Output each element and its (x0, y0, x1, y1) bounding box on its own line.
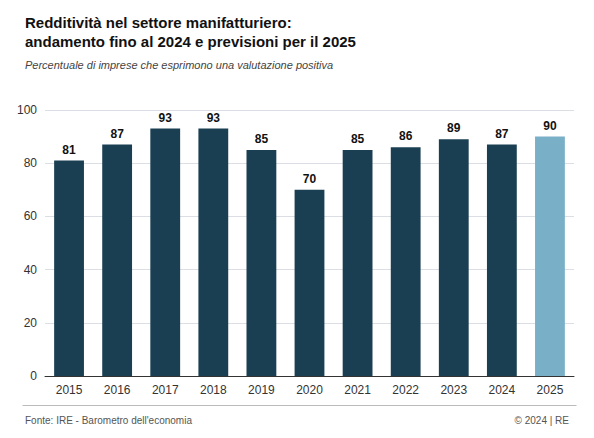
svg-text:Redditività nel settore manifa: Redditività nel settore manifatturiero: (25, 14, 292, 31)
svg-text:85: 85 (351, 132, 365, 146)
svg-text:100: 100 (17, 103, 37, 117)
svg-text:40: 40 (24, 263, 38, 277)
svg-text:85: 85 (255, 132, 269, 146)
svg-text:2024: 2024 (489, 383, 516, 397)
svg-text:86: 86 (399, 129, 413, 143)
svg-text:andamento fino al 2024 e previ: andamento fino al 2024 e previsioni per … (25, 33, 356, 50)
svg-text:93: 93 (207, 111, 221, 125)
svg-text:2022: 2022 (392, 383, 419, 397)
svg-text:2017: 2017 (152, 383, 179, 397)
svg-text:87: 87 (495, 127, 509, 141)
svg-text:60: 60 (24, 209, 38, 223)
svg-text:20: 20 (24, 316, 38, 330)
svg-text:2021: 2021 (344, 383, 371, 397)
svg-text:Fonte: IRE - Barometro dell'ec: Fonte: IRE - Barometro dell'economia (25, 415, 192, 426)
svg-text:81: 81 (62, 143, 76, 157)
svg-text:2019: 2019 (248, 383, 275, 397)
svg-text:93: 93 (159, 111, 173, 125)
svg-text:70: 70 (303, 172, 317, 186)
svg-text:Percentuale di imprese che esp: Percentuale di imprese che esprimono una… (25, 59, 333, 71)
svg-text:2016: 2016 (104, 383, 131, 397)
svg-text:0: 0 (30, 369, 37, 383)
svg-text:2020: 2020 (296, 383, 323, 397)
svg-text:2015: 2015 (56, 383, 83, 397)
svg-text:2025: 2025 (537, 383, 564, 397)
svg-text:90: 90 (543, 119, 557, 133)
svg-text:87: 87 (110, 127, 124, 141)
svg-text:80: 80 (24, 156, 38, 170)
svg-text:89: 89 (447, 121, 461, 135)
svg-text:2023: 2023 (440, 383, 467, 397)
svg-text:2018: 2018 (200, 383, 227, 397)
svg-text:© 2024 | RE: © 2024 | RE (515, 415, 570, 426)
